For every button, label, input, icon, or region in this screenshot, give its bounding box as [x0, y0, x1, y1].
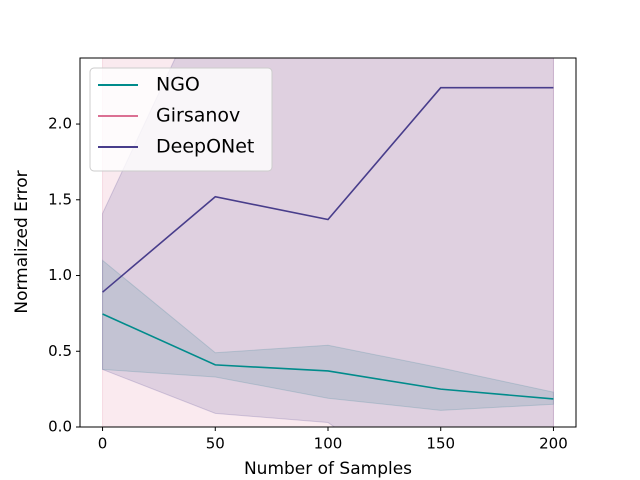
y-axis-label: Normalized Error [12, 170, 32, 313]
legend: NGO Girsanov DeepONet [89, 67, 273, 172]
x-axis-label: Number of Samples [244, 459, 412, 479]
x-tick-label: 100 [314, 435, 343, 453]
y-tick-label: 2.0 [48, 115, 72, 133]
legend-label: DeepONet [156, 136, 254, 158]
legend-label: Girsanov [156, 105, 240, 127]
y-tick-label: 1.5 [48, 190, 72, 208]
x-tick-label: 50 [206, 435, 225, 453]
y-tick-label: 0.5 [48, 342, 72, 360]
error-band [102, 259, 554, 411]
x-tick-label: 150 [426, 435, 455, 453]
x-tick-label: 200 [539, 435, 568, 453]
x-tick-label: 0 [98, 435, 108, 453]
data-line [102, 86, 554, 293]
data-line [102, 313, 554, 400]
legend-box [89, 67, 273, 172]
lines [102, 86, 554, 400]
legend-label: NGO [156, 74, 200, 96]
y-tick-label: 0.0 [48, 418, 72, 436]
y-tick-label: 1.0 [48, 266, 72, 284]
